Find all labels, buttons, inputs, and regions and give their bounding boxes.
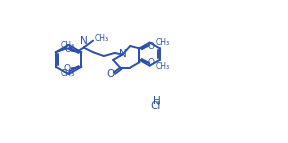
Text: CH₃: CH₃ [60,69,74,78]
Text: CH₃: CH₃ [61,41,75,50]
Text: O: O [148,41,155,50]
Text: Cl: Cl [151,101,161,111]
Text: CH₃: CH₃ [94,34,109,43]
Text: H: H [153,96,161,106]
Text: N: N [119,49,126,59]
Text: O: O [107,69,115,79]
Text: CH₃: CH₃ [156,38,170,47]
Text: O: O [65,45,72,54]
Text: O: O [148,58,155,67]
Text: CH₃: CH₃ [156,61,170,70]
Text: N: N [80,36,88,46]
Text: O: O [64,64,71,73]
